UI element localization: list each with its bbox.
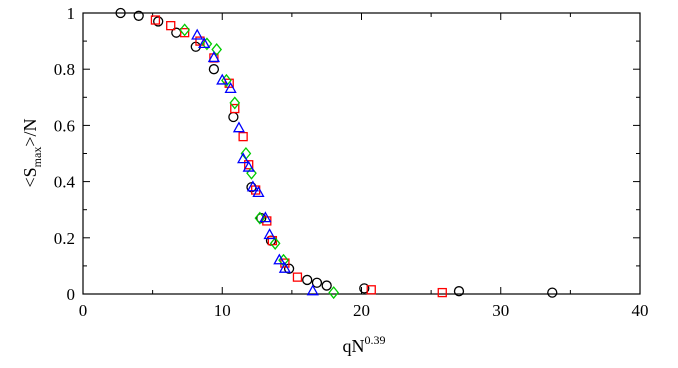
data-point-circle xyxy=(302,274,313,286)
data-point-diamond xyxy=(201,37,213,51)
data-point-triangle xyxy=(278,261,292,273)
data-point-triangle xyxy=(232,121,246,133)
data-point-triangle xyxy=(191,28,204,40)
y-tick-label: 0.6 xyxy=(54,116,75,135)
data-point-diamond xyxy=(328,286,339,300)
x-tick-label: 0 xyxy=(79,301,88,320)
y-axis-label: <Smax>/N xyxy=(20,119,44,188)
data-point-circle xyxy=(133,10,144,21)
data-point-triangle xyxy=(246,180,259,192)
data-point-diamond xyxy=(229,96,241,110)
data-point-diamond xyxy=(221,73,232,87)
data-point-diamond xyxy=(269,236,281,250)
data-point-triangle xyxy=(237,152,250,164)
x-tick-label: 40 xyxy=(632,301,649,320)
data-point-triangle xyxy=(198,37,211,49)
data-point-circle xyxy=(153,16,164,27)
data-point-square xyxy=(292,272,303,282)
data-point-circle xyxy=(208,64,220,75)
y-tick-label: 0 xyxy=(67,285,76,304)
data-point-triangle xyxy=(273,253,286,265)
y-tick-label: 0.4 xyxy=(54,173,76,192)
data-point-square xyxy=(230,103,240,114)
x-tick-label: 30 xyxy=(492,301,509,320)
plot-frame xyxy=(82,12,641,295)
data-point-circle xyxy=(228,111,239,123)
axis-ticks: 0 10 20 30 40 0 0.2 0.4 0.6 0.8 1 xyxy=(54,4,649,320)
y-tick-label: 1 xyxy=(67,4,76,23)
data-point-circle xyxy=(453,286,465,297)
data-point-triangle xyxy=(207,51,220,63)
data-point-square xyxy=(180,28,190,38)
data-point-triangle xyxy=(306,284,319,296)
data-point-circle xyxy=(311,277,323,288)
data-point-square xyxy=(166,20,176,31)
y-tick-label: 0.8 xyxy=(54,60,75,79)
data-point-square xyxy=(150,15,161,25)
data-point-square xyxy=(366,285,376,295)
data-point-triangle xyxy=(263,228,276,240)
data-point-triangle xyxy=(252,186,265,197)
data-point-diamond xyxy=(211,43,223,57)
data-point-triangle xyxy=(216,73,229,85)
x-axis-label: qN0.39 xyxy=(343,333,386,356)
data-point-circle xyxy=(321,280,332,291)
data-point-triangle xyxy=(224,82,237,94)
x-tick-label: 20 xyxy=(353,301,370,320)
data-point-circle xyxy=(115,7,126,19)
data-point-diamond xyxy=(179,23,190,37)
data-point-circle xyxy=(359,283,370,294)
x-tick-label: 10 xyxy=(214,301,231,320)
data-point-square xyxy=(437,287,447,298)
data-markers xyxy=(115,7,558,300)
data-point-square xyxy=(238,131,248,142)
data-point-triangle xyxy=(242,160,255,172)
data-point-triangle xyxy=(259,211,272,223)
y-tick-label: 0.2 xyxy=(54,229,75,248)
data-point-circle xyxy=(547,287,558,298)
